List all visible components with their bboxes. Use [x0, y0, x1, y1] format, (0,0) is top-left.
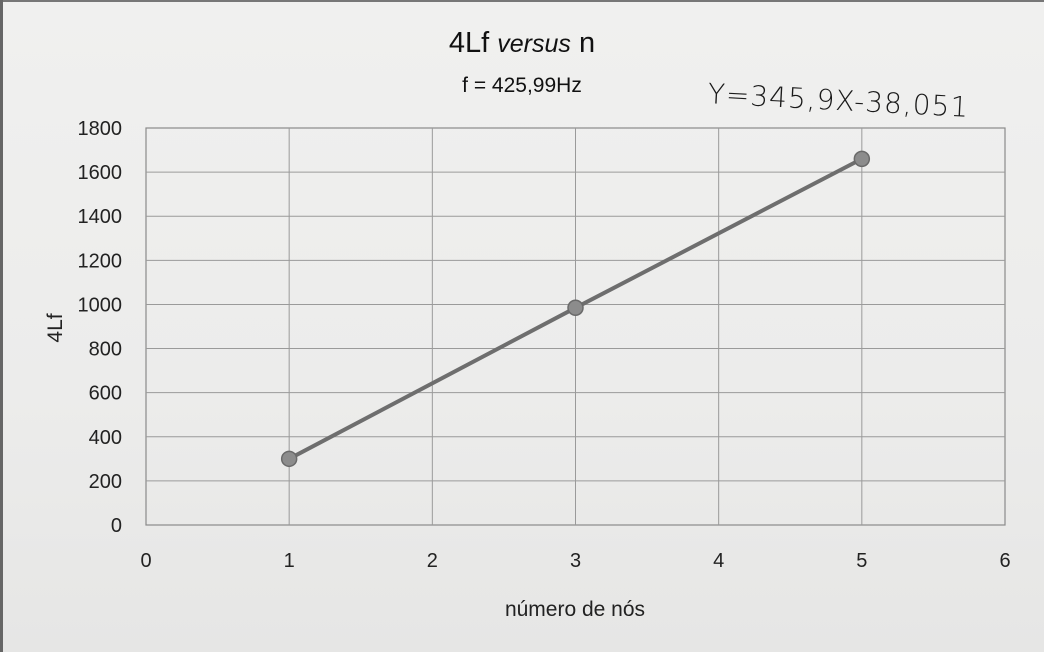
x-tick-label-3: 3 — [570, 550, 581, 572]
y-tick-label-400: 400 — [89, 427, 122, 449]
x-axis-title: número de nós — [505, 598, 645, 621]
data-point-0-2 — [853, 150, 871, 168]
y-tick-label-200: 200 — [89, 471, 122, 493]
x-tick-label-1: 1 — [284, 550, 295, 572]
y-tick-label-600: 600 — [89, 383, 122, 405]
paper-top-edge — [0, 0, 1044, 2]
x-tick-label-2: 2 — [427, 550, 438, 572]
text-layer: 4Lf versus n f = 425,99Hz número de nós … — [44, 27, 970, 621]
x-tick-label-0: 0 — [140, 550, 151, 572]
regression-equation-annotation: Y=345,9X-38,051 — [707, 77, 970, 124]
series-layer — [280, 150, 871, 468]
axis-layer: 0 200 400 600 800 1000 1200 1400 1600 1800 0 1 2 3 4 5 6 — [78, 118, 1011, 572]
y-tick-label-800: 800 — [89, 339, 122, 361]
chart-title-main: 4Lf — [449, 27, 497, 59]
y-tick-label-1800: 1800 — [78, 118, 123, 140]
y-tick-label-1400: 1400 — [78, 206, 123, 228]
grid-layer — [145, 127, 1006, 526]
y-tick-label-1200: 1200 — [78, 250, 123, 272]
y-tick-label-1600: 1600 — [78, 162, 123, 184]
y-tick-label-1000: 1000 — [78, 294, 123, 316]
chart-title-tail: n — [571, 27, 595, 59]
data-point-0-0 — [280, 450, 298, 468]
chart-title-italic: versus — [497, 30, 571, 58]
x-tick-label-6: 6 — [999, 550, 1010, 572]
x-tick-label-4: 4 — [713, 550, 724, 572]
paper-left-edge — [0, 0, 3, 652]
chart-title: 4Lf versus n — [449, 27, 595, 59]
y-axis-title: 4Lf — [44, 313, 67, 342]
chart-subtitle: f = 425,99Hz — [462, 74, 582, 97]
data-point-0-1 — [567, 299, 584, 317]
y-tick-label-0: 0 — [111, 515, 122, 537]
x-tick-label-5: 5 — [856, 550, 867, 572]
